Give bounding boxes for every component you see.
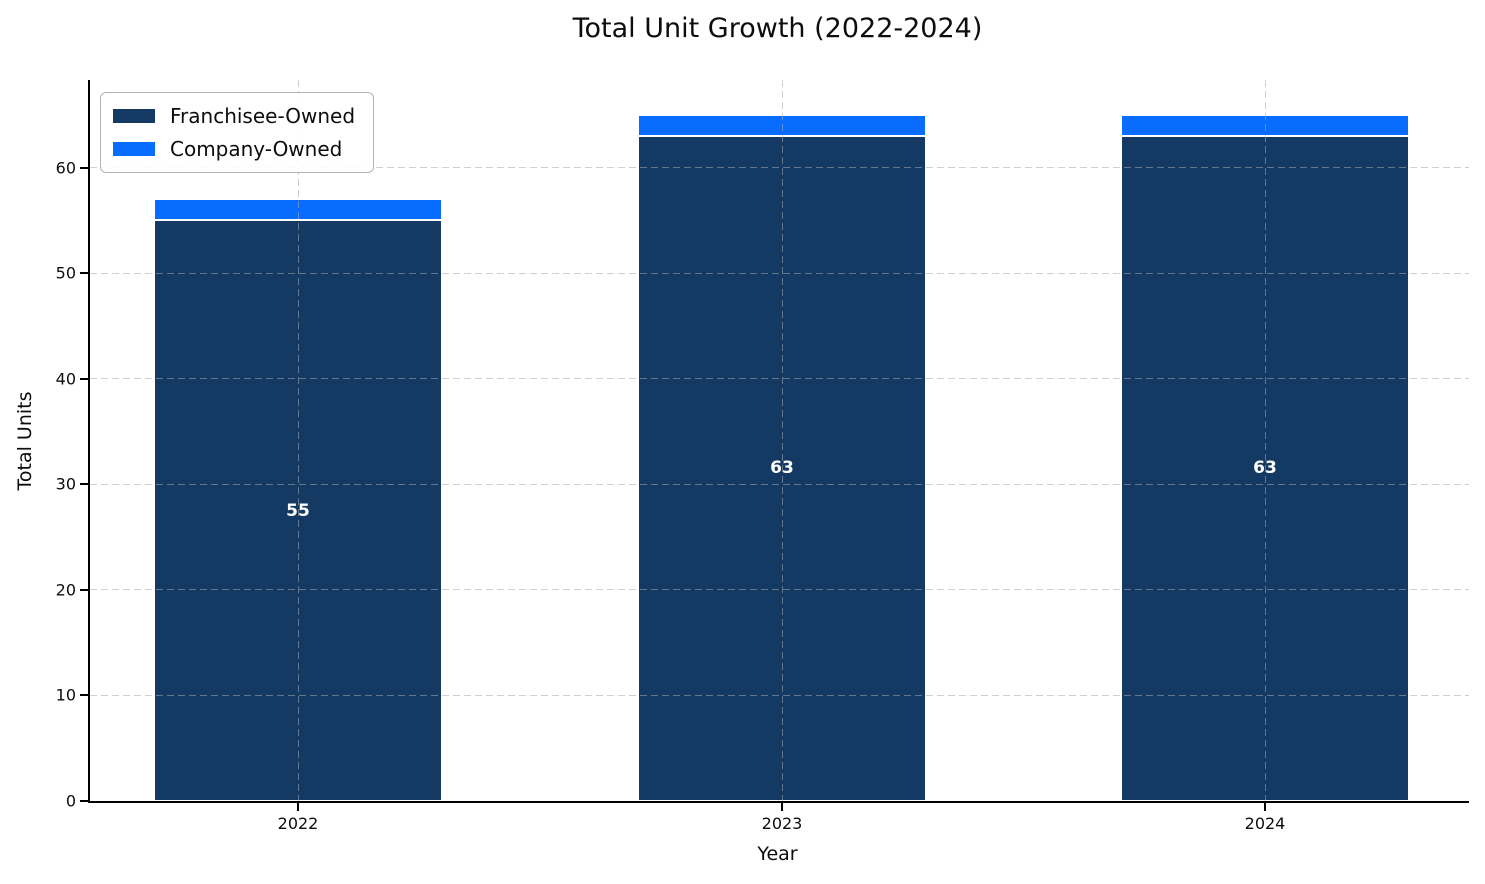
y-gridline <box>90 694 1469 696</box>
x-tick-label: 2024 <box>1244 814 1286 833</box>
y-tick-label: 30 <box>55 474 76 494</box>
y-tick-mark <box>80 272 90 275</box>
y-gridline <box>90 483 1469 485</box>
y-tick-label: 0 <box>65 791 76 811</box>
legend-swatch-franchisee-owned <box>113 109 155 123</box>
y-tick-mark <box>80 694 90 697</box>
plot-area: 55 63 63 0 10 20 30 40 50 60 2022 2023 2024 Franchi… <box>56 80 1469 833</box>
y-tick-label: 40 <box>55 369 76 389</box>
x-gridline <box>781 80 783 801</box>
y-tick-mark <box>80 166 90 169</box>
y-tick-label: 20 <box>55 580 76 600</box>
x-tick-label: 2023 <box>761 814 803 833</box>
bar-value-label: 63 <box>1253 458 1277 479</box>
chart-title: Total Unit Growth (2022-2024) <box>572 13 983 44</box>
legend-item: Franchisee-Owned <box>113 106 355 126</box>
x-tick-mark <box>1264 803 1266 811</box>
y-gridline <box>90 589 1469 591</box>
y-tick-mark <box>80 483 90 486</box>
y-tick-label: 60 <box>55 158 76 178</box>
y-tick-mark <box>80 588 90 591</box>
x-gridline <box>297 80 299 801</box>
legend: Franchisee-Owned Company-Owned <box>100 92 375 173</box>
legend-label: Company-Owned <box>170 137 343 161</box>
y-gridline <box>90 167 1469 169</box>
legend-item: Company-Owned <box>113 139 355 159</box>
y-tick-label: 10 <box>55 685 76 705</box>
y-tick-mark <box>80 800 90 802</box>
legend-label: Franchisee-Owned <box>170 104 356 128</box>
x-tick-label: 2022 <box>277 814 319 833</box>
y-axis-label: Total Units <box>14 391 36 491</box>
x-tick-mark <box>297 803 299 811</box>
x-tick-mark <box>781 803 783 811</box>
axis-layer: 0 10 20 30 40 50 60 2022 2023 2024 <box>56 80 1469 833</box>
y-tick-label: 50 <box>55 263 76 283</box>
x-axis-label: Year <box>757 843 798 865</box>
y-gridline <box>90 272 1469 274</box>
x-gridline <box>1264 80 1266 801</box>
bar-value-label: 55 <box>286 500 310 521</box>
grid-layer <box>90 80 1469 801</box>
legend-swatch-company-owned <box>113 142 155 156</box>
y-gridline <box>90 378 1469 380</box>
y-tick-mark <box>80 377 90 380</box>
bar-value-label: 63 <box>770 458 794 479</box>
